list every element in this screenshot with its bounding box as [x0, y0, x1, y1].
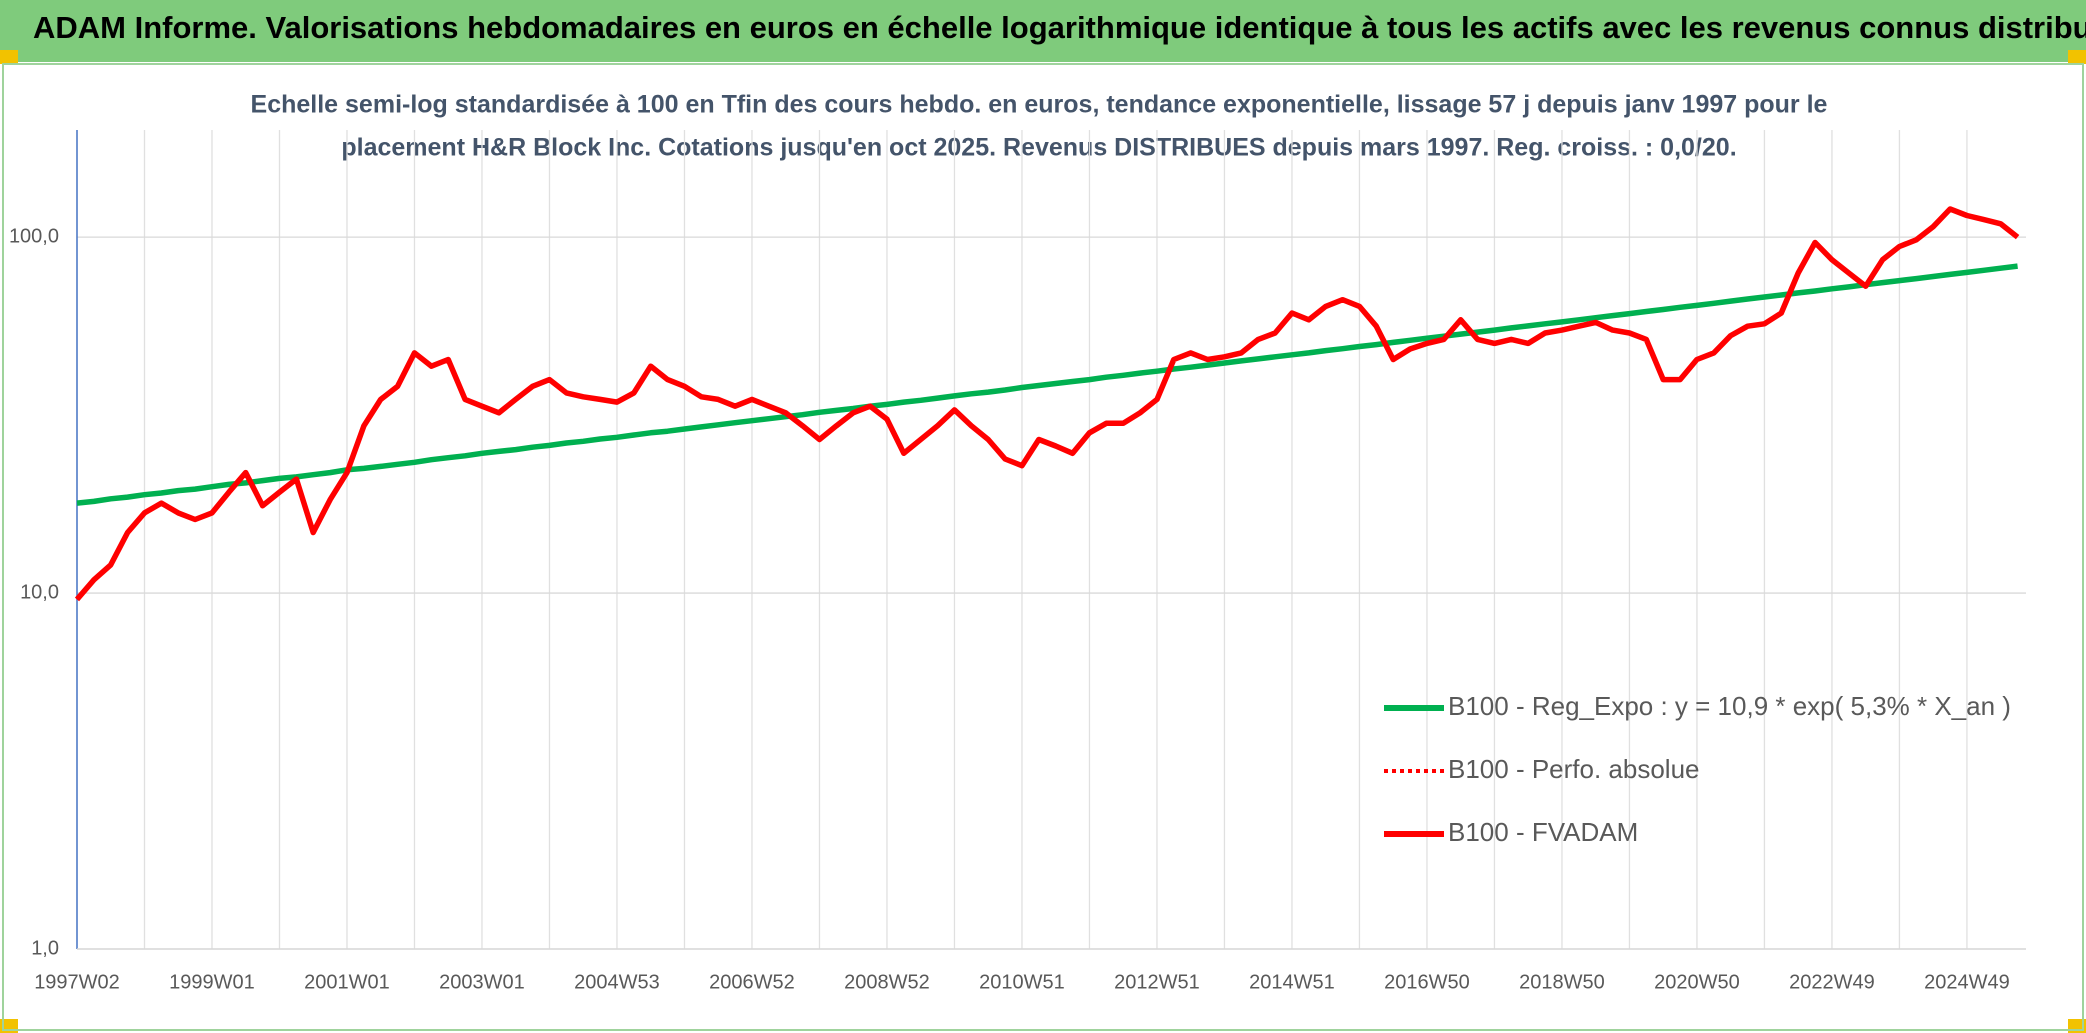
corner-mark [0, 50, 18, 64]
y-tick-label: 100,0 [9, 225, 59, 247]
x-tick-label: 2008W52 [844, 971, 930, 993]
y-tick-label: 1,0 [31, 937, 59, 959]
x-tick-label: 2003W01 [439, 971, 525, 993]
x-tick-label: 1997W02 [34, 971, 120, 993]
series-line [74, 206, 2020, 602]
x-tick-label: 2020W50 [1654, 971, 1740, 993]
series-line [76, 263, 2018, 506]
x-tick-label: 2014W51 [1249, 971, 1335, 993]
plot-area: 1,0 10,0 100,0 1997W02 1999W01 2001W01 2003W01… [9, 130, 2026, 993]
x-tick-label: 1999W01 [169, 971, 255, 993]
legend-label: B100 - Reg_Expo : y = 10,9 * exp( 5,3% *… [1448, 691, 2011, 721]
chart-frame [2, 63, 2084, 1031]
x-tick-label: 2006W52 [709, 971, 795, 993]
x-tick-label: 2004W53 [574, 971, 660, 993]
x-tick-label: 2012W51 [1114, 971, 1200, 993]
y-tick-label: 10,0 [20, 581, 59, 603]
legend-label: B100 - FVADAM [1448, 817, 1638, 847]
corner-mark [2068, 50, 2086, 64]
x-tick-label: 2024W49 [1924, 971, 2010, 993]
x-tick-label: 2016W50 [1384, 971, 1470, 993]
x-tick-label: 2018W50 [1519, 971, 1605, 993]
header-title: ADAM Informe. Valorisations hebdomadaire… [33, 10, 2086, 45]
legend-label: B100 - Perfo. absolue [1448, 754, 1700, 784]
x-tick-label: 2010W51 [979, 971, 1065, 993]
x-tick-label: 2022W49 [1789, 971, 1875, 993]
chart-subtitle: placement H&R Block Inc. Cotations jusqu… [341, 134, 1736, 162]
chart-subtitle: Echelle semi-log standardisée à 100 en T… [251, 91, 1828, 119]
x-tick-label: 2001W01 [304, 971, 390, 993]
header-bar [0, 0, 2086, 62]
